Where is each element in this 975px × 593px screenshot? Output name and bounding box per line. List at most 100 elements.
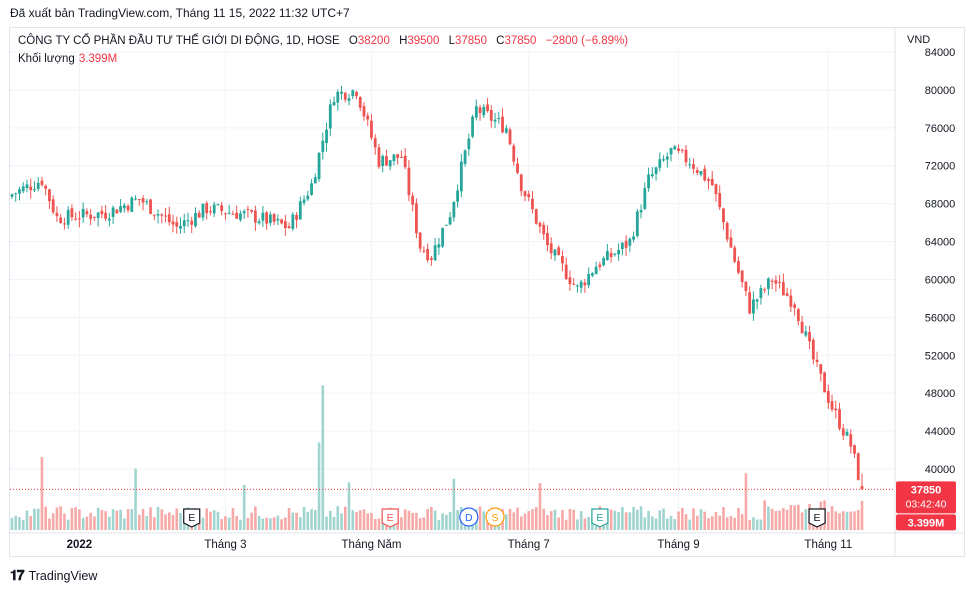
volume-bar bbox=[351, 510, 355, 530]
y-tick-label: 84000 bbox=[925, 47, 956, 59]
dividend-marker-icon[interactable]: D bbox=[459, 507, 479, 527]
volume-bar bbox=[549, 511, 553, 530]
candle-body bbox=[658, 159, 662, 168]
earnings-marker-icon[interactable]: E bbox=[183, 508, 201, 528]
y-tick-label: 40000 bbox=[925, 464, 956, 476]
candle-body bbox=[849, 434, 853, 447]
volume-bar bbox=[276, 515, 280, 530]
candle-body bbox=[823, 372, 826, 393]
split-marker-icon[interactable]: S bbox=[485, 507, 505, 527]
volume-bar bbox=[310, 509, 313, 530]
candle-body bbox=[347, 98, 351, 101]
volume-bar bbox=[763, 500, 766, 530]
candle-body bbox=[182, 220, 186, 227]
candle-body bbox=[287, 226, 291, 229]
candle-body bbox=[662, 159, 665, 161]
volume-bar bbox=[654, 518, 658, 530]
volume-bar bbox=[729, 516, 733, 530]
candle-body bbox=[635, 211, 639, 237]
candle-body bbox=[474, 106, 478, 118]
candle-body bbox=[253, 210, 257, 223]
volume-bar bbox=[752, 517, 755, 530]
tradingview-logo[interactable]: 𝟏𝟕 TradingView bbox=[10, 567, 97, 584]
volume-bar bbox=[108, 516, 111, 530]
volume-bar bbox=[737, 507, 740, 530]
marker-shape bbox=[459, 507, 479, 527]
currency-label[interactable]: VND bbox=[907, 34, 931, 46]
volume-bar bbox=[85, 516, 89, 530]
candle-body bbox=[471, 116, 474, 137]
volume-bar bbox=[838, 513, 841, 530]
candle-body bbox=[276, 218, 280, 221]
volume-bar bbox=[100, 510, 104, 530]
volume-bar bbox=[639, 506, 643, 530]
y-tick-label: 72000 bbox=[925, 161, 956, 173]
volume-bar bbox=[557, 517, 560, 530]
volume-bar bbox=[175, 508, 179, 530]
candle-body bbox=[744, 281, 748, 292]
candle-body bbox=[579, 281, 583, 288]
open-value: 38200 bbox=[357, 35, 390, 47]
volume-bar bbox=[299, 517, 302, 530]
x-tick-label: Tháng 9 bbox=[657, 539, 699, 551]
candle-body bbox=[362, 106, 366, 117]
candle-body bbox=[811, 339, 815, 360]
candle-body bbox=[572, 283, 576, 285]
candle-body bbox=[826, 391, 830, 403]
y-tick-label: 76000 bbox=[925, 123, 956, 135]
candle-body bbox=[78, 218, 81, 220]
candle-body bbox=[553, 249, 557, 256]
candle-body bbox=[130, 197, 134, 212]
volume-bar bbox=[317, 442, 321, 530]
symbol-name[interactable]: CÔNG TY CỔ PHẦN ĐẦU TƯ THẾ GIỚI DI ĐỘNG,… bbox=[18, 35, 340, 47]
volume-bar bbox=[422, 517, 426, 530]
candle-body bbox=[448, 217, 452, 225]
volume-bar bbox=[81, 517, 85, 530]
volume-legend[interactable]: Khối lượng 3.399M bbox=[18, 53, 117, 65]
volume-value: 3.399M bbox=[78, 53, 118, 65]
candle-body bbox=[239, 213, 242, 220]
candle-body bbox=[74, 218, 78, 220]
candle-body bbox=[291, 214, 295, 229]
published-caption: Đã xuất bản TradingView.com, Tháng 11 15… bbox=[10, 6, 350, 20]
volume-bar bbox=[55, 507, 59, 530]
volume-bar bbox=[104, 511, 107, 530]
volume-bar bbox=[673, 519, 677, 530]
volume-bar bbox=[722, 507, 725, 530]
candle-body bbox=[403, 155, 407, 168]
candle-body bbox=[167, 214, 171, 223]
candle-body bbox=[793, 304, 796, 308]
volume-bar bbox=[430, 506, 433, 530]
earnings-marker-icon[interactable]: E bbox=[808, 508, 826, 528]
candle-body bbox=[856, 453, 860, 480]
candle-body bbox=[370, 120, 373, 138]
volume-bar bbox=[130, 509, 134, 530]
marker-letter: E bbox=[814, 512, 821, 524]
volume-bar bbox=[800, 512, 804, 530]
candle-body bbox=[564, 264, 568, 280]
candle-body bbox=[179, 225, 182, 229]
marker-shape bbox=[183, 508, 201, 528]
volume-bar bbox=[10, 517, 14, 530]
volume-bar bbox=[164, 514, 167, 530]
volume-bar bbox=[115, 510, 119, 530]
volume-bar bbox=[78, 509, 81, 530]
candle-body bbox=[96, 212, 100, 219]
candle-body bbox=[583, 282, 587, 286]
candle-body bbox=[145, 201, 149, 203]
candle-body bbox=[796, 309, 800, 322]
symbol-legend[interactable]: CÔNG TY CỔ PHẦN ĐẦU TƯ THẾ GIỚI DI ĐỘNG,… bbox=[18, 35, 628, 47]
candle-body bbox=[755, 299, 759, 302]
close-value: 37850 bbox=[504, 35, 537, 47]
candle-body bbox=[407, 167, 411, 196]
candle-body bbox=[785, 293, 789, 296]
candle-body bbox=[246, 209, 250, 211]
volume-bar bbox=[370, 512, 373, 530]
candle-body bbox=[684, 149, 688, 163]
earnings-marker-icon[interactable]: E bbox=[381, 508, 399, 528]
earnings-marker-icon[interactable]: E bbox=[591, 508, 609, 528]
candle-body bbox=[209, 211, 212, 213]
volume-bar bbox=[295, 512, 298, 530]
volume-bar bbox=[93, 516, 96, 530]
